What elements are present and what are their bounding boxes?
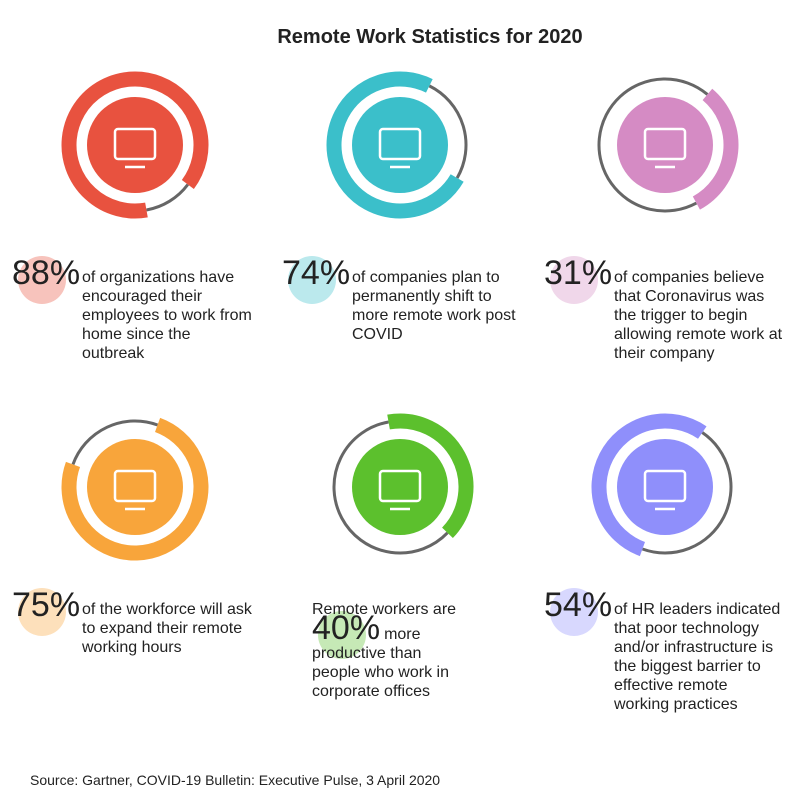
stat-label: 40%	[312, 609, 381, 647]
stat-percent: 54%	[544, 588, 612, 636]
icon	[378, 127, 422, 161]
stat-label: 31%	[544, 254, 613, 292]
icon-bg	[87, 439, 183, 535]
stat-label: 74%	[282, 254, 351, 292]
icon-bg	[617, 97, 713, 193]
stat: 75% of the workforce will ask to expand t…	[12, 588, 262, 656]
icon	[643, 469, 687, 503]
icon	[113, 127, 157, 161]
ring-value	[692, 88, 739, 210]
ring-value	[61, 71, 209, 219]
ring-track	[146, 183, 190, 212]
stat-text: of the workforce will ask to expand thei…	[82, 601, 252, 656]
icon-bg	[352, 439, 448, 535]
stat-percent: 88%	[12, 256, 80, 304]
stat-percent: 31%	[544, 256, 612, 304]
stat-label: 54%	[544, 586, 613, 624]
stat: 54% of HR leaders indicated that poor tec…	[544, 588, 794, 713]
ring-track	[641, 431, 733, 555]
ring-track	[428, 84, 468, 179]
icon	[643, 127, 687, 161]
ring-track	[71, 419, 159, 465]
ring-track	[332, 420, 449, 555]
icon-bg	[352, 97, 448, 193]
stat: 74% of companies plan to permanently shif…	[282, 256, 532, 343]
stat-line: 40% more productive than people who work …	[312, 611, 462, 701]
ring-value	[387, 413, 474, 539]
icon-bg	[87, 97, 183, 193]
stat-text: of companies plan to permanently shift t…	[352, 269, 516, 343]
icon	[378, 469, 422, 503]
stat-text: of organizations have encouraged their e…	[82, 269, 252, 362]
stat-label: 75%	[12, 586, 81, 624]
stat-label: 88%	[12, 254, 81, 292]
ring-track	[597, 77, 709, 213]
stat: 31% of companies believe that Coronavirus…	[544, 256, 794, 362]
icon-bg	[617, 439, 713, 535]
stat-percent: 40%	[312, 611, 380, 659]
title: Remote Work Statistics for 2020	[277, 26, 583, 48]
ring-value	[326, 71, 464, 219]
stat-percent: 74%	[282, 256, 350, 304]
ring-value	[61, 417, 209, 561]
stat: 88% of organizations have encouraged thei…	[12, 256, 262, 362]
stat: Remote workers are 40% more productive tha…	[312, 600, 562, 701]
icon	[113, 469, 157, 503]
stat-text: more productive than people who work in …	[312, 626, 449, 700]
stat-text: of companies believe that Coronavirus wa…	[614, 269, 783, 362]
source: Source: Gartner, COVID-19 Bulletin: Exec…	[30, 772, 441, 788]
ring-value	[591, 413, 707, 557]
stat-text-before: Remote workers are	[312, 601, 457, 618]
stat-percent: 75%	[12, 588, 80, 636]
stat-text: of HR leaders indicated that poor techno…	[614, 601, 781, 713]
